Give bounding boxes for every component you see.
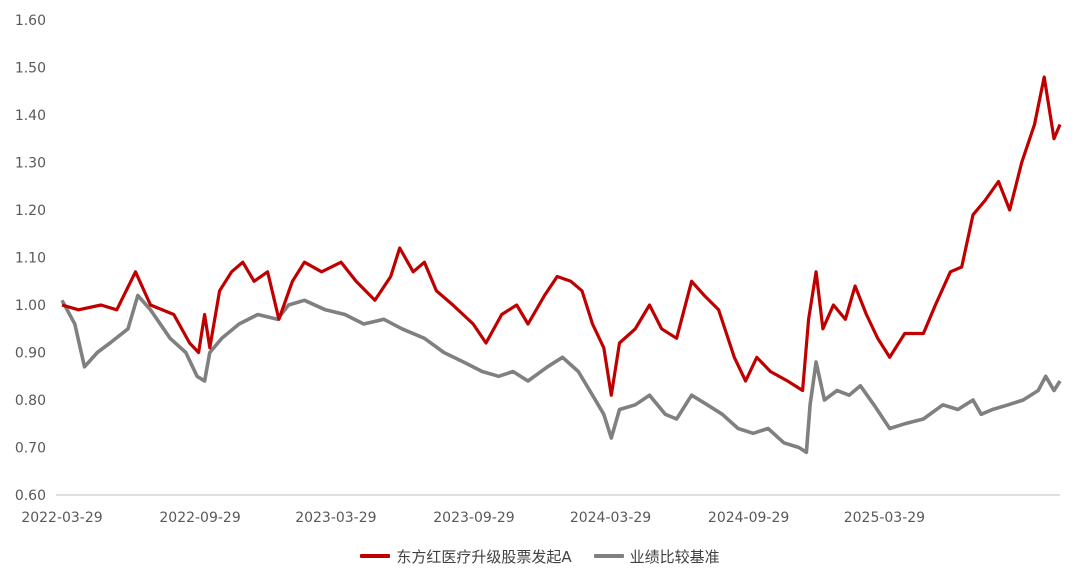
y-tick-label: 1.30 bbox=[15, 156, 46, 172]
y-tick-label: 0.70 bbox=[15, 441, 46, 457]
x-axis-ticks: 2022-03-29 2022-09-29 2023-03-29 2023-09-29… bbox=[21, 510, 925, 526]
y-tick-label: 1.00 bbox=[15, 298, 46, 314]
series-line-benchmark bbox=[60, 293, 1062, 455]
legend-swatch-benchmark bbox=[593, 554, 624, 558]
legend: 东方红医疗升级股票发起A 业绩比较基准 bbox=[0, 545, 1080, 567]
legend-item-benchmark: 业绩比较基准 bbox=[593, 546, 720, 567]
legend-label-benchmark: 业绩比较基准 bbox=[629, 547, 720, 566]
x-tick-label: 2024-03-29 bbox=[570, 510, 651, 526]
x-tick-label: 2025-03-29 bbox=[844, 510, 925, 526]
legend-label-fund: 东方红医疗升级股票发起A bbox=[396, 547, 572, 566]
y-tick-label: 0.60 bbox=[15, 488, 46, 504]
x-tick-label: 2022-09-29 bbox=[159, 510, 240, 526]
legend-swatch-fund bbox=[360, 554, 391, 558]
y-tick-label: 0.80 bbox=[15, 393, 46, 409]
x-tick-label: 2022-03-29 bbox=[21, 510, 102, 526]
x-tick-label: 2023-03-29 bbox=[295, 510, 376, 526]
series-line-fund bbox=[61, 75, 1062, 397]
y-tick-label: 1.20 bbox=[15, 203, 46, 219]
legend-item-fund: 东方红医疗升级股票发起A bbox=[360, 546, 572, 567]
y-tick-label: 0.90 bbox=[15, 346, 46, 362]
y-tick-label: 1.50 bbox=[15, 61, 46, 77]
y-tick-label: 1.40 bbox=[15, 108, 46, 124]
x-tick-label: 2023-09-29 bbox=[433, 510, 514, 526]
y-axis-ticks: 1.60 1.50 1.40 1.30 1.20 1.10 1.00 0.90 0.80 0.70… bbox=[15, 13, 46, 504]
x-tick-label: 2024-09-29 bbox=[708, 510, 789, 526]
y-tick-label: 1.60 bbox=[15, 13, 46, 29]
series-layer bbox=[60, 75, 1062, 455]
y-tick-label: 1.10 bbox=[15, 251, 46, 267]
